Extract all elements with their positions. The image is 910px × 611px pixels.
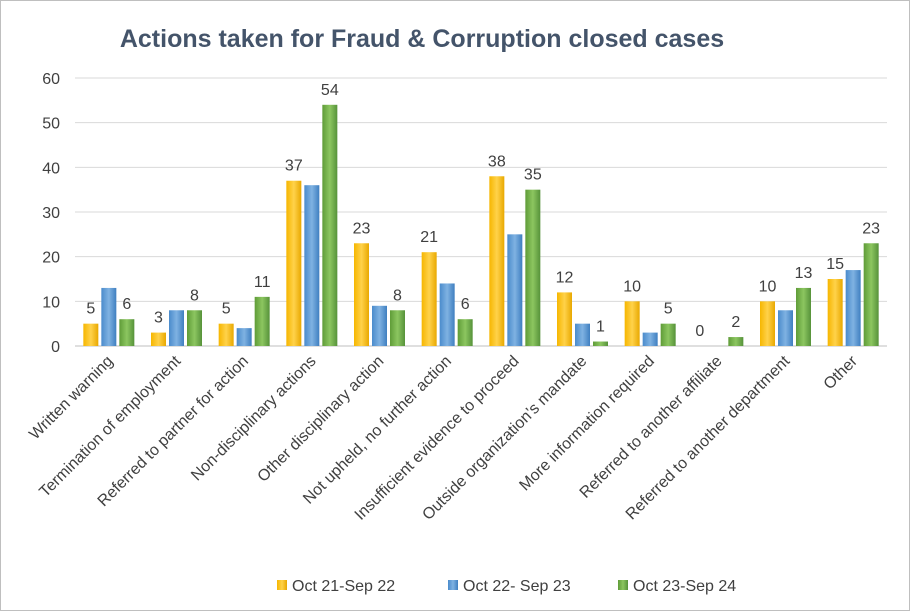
data-label: 13 xyxy=(795,265,813,282)
bars xyxy=(83,104,879,346)
bar-2 xyxy=(372,305,387,346)
legend-swatch xyxy=(277,580,287,590)
bar-1 xyxy=(151,332,166,346)
data-label: 5 xyxy=(664,301,673,318)
bar-1 xyxy=(354,243,369,346)
data-label: 2 xyxy=(731,314,740,331)
y-tick-label: 60 xyxy=(42,71,60,88)
data-label: 8 xyxy=(393,287,402,304)
bar-2 xyxy=(845,270,861,346)
bar-3 xyxy=(728,337,744,346)
bar-3 xyxy=(796,287,811,346)
category-label: Other xyxy=(821,352,862,393)
y-tick-label: 20 xyxy=(42,250,60,267)
y-tick-label: 10 xyxy=(42,294,60,311)
data-label: 3 xyxy=(154,310,163,327)
bar-2 xyxy=(101,287,117,346)
legend-label: Oct 22- Sep 23 xyxy=(463,578,571,595)
bar-3 xyxy=(660,323,676,346)
bar-1 xyxy=(218,323,234,346)
bar-2 xyxy=(439,283,455,346)
bar-1 xyxy=(489,176,505,346)
bar-3 xyxy=(390,310,405,346)
bar-1 xyxy=(421,252,437,346)
bar-1 xyxy=(557,292,572,346)
data-label: 21 xyxy=(420,229,438,246)
data-label: 54 xyxy=(321,82,339,99)
bar-1 xyxy=(827,279,843,346)
legend-label: Oct 23-Sep 24 xyxy=(633,578,736,595)
data-label: 5 xyxy=(222,301,231,318)
legend: Oct 21-Sep 22 Oct 22- Sep 23 Oct 23-Sep 24 xyxy=(277,578,736,595)
bar-2 xyxy=(575,323,590,346)
y-tick-label: 0 xyxy=(51,339,60,356)
bar-3 xyxy=(119,319,135,346)
bar-1 xyxy=(286,180,302,346)
data-label: 6 xyxy=(461,296,470,313)
bar-3 xyxy=(254,296,270,346)
data-label: 11 xyxy=(254,274,271,291)
bar-2 xyxy=(778,310,793,346)
bar-2 xyxy=(169,310,184,346)
chart-title: Actions taken for Fraud & Corruption clo… xyxy=(120,25,724,53)
y-tick-label: 50 xyxy=(42,116,60,133)
data-label: 35 xyxy=(524,167,542,184)
data-label: 0 xyxy=(695,323,704,340)
category-label: Not upheld, no further action xyxy=(300,353,455,508)
data-label: 10 xyxy=(759,278,777,295)
data-label: 1 xyxy=(596,319,605,336)
bar-2 xyxy=(236,328,252,346)
category-label: Non-disciplinary actions xyxy=(188,353,319,484)
category-label: Referred to another affiliate xyxy=(577,353,726,502)
bar-1 xyxy=(83,323,99,346)
bar-3 xyxy=(863,243,879,346)
bar-3 xyxy=(322,104,338,346)
data-label: 12 xyxy=(556,269,574,286)
category-label: More information required xyxy=(516,353,658,495)
data-label: 10 xyxy=(623,278,641,295)
legend-swatch xyxy=(618,580,628,590)
category-label: Termination of employment xyxy=(36,352,184,500)
bar-3 xyxy=(593,341,608,346)
bar-3 xyxy=(187,310,202,346)
data-label: 23 xyxy=(862,220,880,237)
category-label: Other disciplinary action xyxy=(255,353,388,486)
data-label: 8 xyxy=(190,287,199,304)
bar-1 xyxy=(760,301,775,346)
y-tick-label: 30 xyxy=(42,205,60,222)
bar-3 xyxy=(525,189,541,346)
data-label: 23 xyxy=(353,220,371,237)
data-label: 6 xyxy=(122,296,131,313)
legend-swatch xyxy=(448,580,458,590)
bar-2 xyxy=(304,185,320,346)
gridlines xyxy=(75,77,887,347)
y-axis-ticks: 0 10 20 30 40 50 60 xyxy=(42,71,60,356)
data-label: 38 xyxy=(488,153,506,170)
data-label: 15 xyxy=(826,256,844,273)
bar-2 xyxy=(642,332,658,346)
legend-label: Oct 21-Sep 22 xyxy=(292,578,395,595)
data-label: 5 xyxy=(86,301,95,318)
y-tick-label: 40 xyxy=(42,160,60,177)
bar-1 xyxy=(624,301,640,346)
bar-2 xyxy=(507,234,523,346)
bar-3 xyxy=(457,319,473,346)
data-label: 37 xyxy=(285,158,303,175)
